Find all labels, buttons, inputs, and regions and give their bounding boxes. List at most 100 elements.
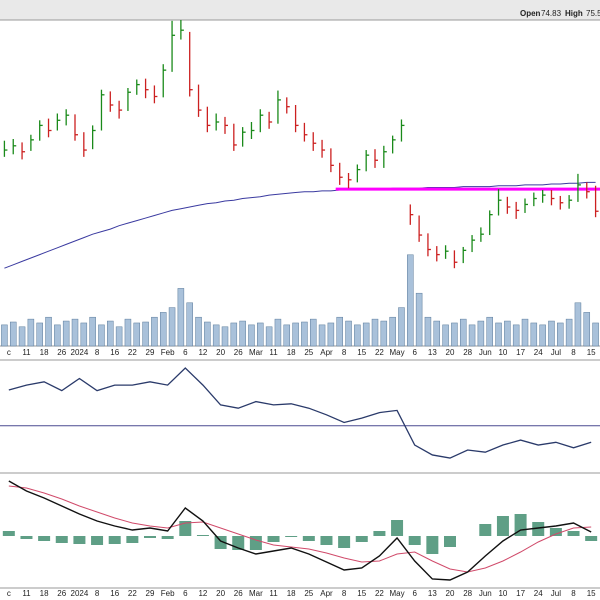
volume-bar bbox=[221, 326, 229, 347]
x-tick-label: 11 bbox=[269, 348, 278, 357]
volume-bar bbox=[354, 324, 361, 347]
volume-bar bbox=[557, 322, 564, 347]
volume-bar bbox=[512, 324, 520, 347]
volume-bar bbox=[142, 321, 149, 347]
x-tick-label: 26 bbox=[57, 589, 66, 598]
x-tick-label: 24 bbox=[534, 348, 543, 357]
volume-bar bbox=[168, 307, 176, 347]
volume-bar bbox=[292, 322, 299, 347]
volume-bar bbox=[583, 312, 591, 347]
x-tick-label: 6 bbox=[183, 589, 188, 598]
header-bar bbox=[0, 0, 600, 20]
x-tick-label: 8 bbox=[342, 348, 347, 357]
x-tick-label: 12 bbox=[198, 348, 207, 357]
x-tick-label: Apr bbox=[320, 348, 333, 357]
volume-bar bbox=[89, 316, 96, 347]
macd-histogram bbox=[391, 520, 404, 536]
x-tick-label: 22 bbox=[375, 348, 384, 357]
x-tick-label: 15 bbox=[357, 589, 366, 598]
volume-bar bbox=[530, 322, 538, 347]
volume-bar bbox=[592, 322, 599, 347]
x-tick-label: 22 bbox=[375, 589, 384, 598]
x-tick-label: 8 bbox=[571, 348, 576, 357]
macd-line bbox=[8, 480, 592, 581]
volume-bar bbox=[265, 326, 273, 347]
x-tick-label: 6 bbox=[412, 589, 417, 598]
volume-bar bbox=[442, 324, 449, 347]
quote-label: Open bbox=[520, 9, 541, 18]
macd-histogram bbox=[126, 536, 139, 543]
volume-bar bbox=[257, 322, 264, 347]
x-tick-label: 18 bbox=[287, 348, 296, 357]
x-tick-label: 22 bbox=[128, 348, 137, 357]
volume-bar bbox=[318, 324, 326, 347]
macd-histogram bbox=[196, 535, 209, 536]
volume-bar bbox=[239, 320, 246, 347]
x-tick-label: 29 bbox=[146, 348, 155, 357]
volume-bar bbox=[133, 322, 141, 347]
macd-histogram bbox=[444, 536, 456, 547]
macd-histogram bbox=[585, 536, 598, 541]
x-tick-label: c bbox=[7, 589, 11, 598]
x-tick-label: 24 bbox=[534, 589, 543, 598]
rsi-line bbox=[8, 367, 592, 459]
macd-histogram bbox=[302, 536, 315, 541]
volume-bar bbox=[309, 318, 317, 347]
volume-bar bbox=[521, 318, 529, 347]
volume-bar bbox=[107, 320, 114, 347]
volume-bar bbox=[124, 318, 132, 347]
x-tick-label: 20 bbox=[216, 589, 225, 598]
macd-histogram bbox=[285, 536, 298, 537]
volume-bar bbox=[248, 324, 255, 347]
x-tick-label: c bbox=[7, 348, 11, 357]
volume-bar bbox=[407, 254, 414, 347]
x-tick-label: 10 bbox=[498, 589, 507, 598]
volume-bar bbox=[177, 288, 185, 347]
volume-bar bbox=[36, 322, 43, 347]
macd-histogram bbox=[144, 536, 156, 538]
volume-bar bbox=[459, 318, 467, 347]
volume-bar bbox=[212, 324, 220, 347]
x-tick-label: Jun bbox=[479, 348, 492, 357]
volume-bar bbox=[574, 302, 582, 347]
volume-bar bbox=[9, 321, 17, 347]
x-tick-label: 25 bbox=[304, 348, 313, 357]
macd-histogram bbox=[496, 516, 509, 536]
macd-histogram bbox=[426, 536, 439, 554]
plot-area bbox=[0, 20, 600, 600]
macd-histogram bbox=[320, 536, 333, 545]
volume-bar bbox=[71, 318, 79, 347]
macd-histogram bbox=[108, 536, 121, 544]
volume-bar bbox=[327, 322, 335, 347]
volume-bar bbox=[283, 324, 291, 347]
volume-bar bbox=[362, 322, 370, 347]
x-tick-label: Apr bbox=[320, 589, 333, 598]
macd-histogram bbox=[179, 521, 192, 536]
x-tick-label: 20 bbox=[216, 348, 225, 357]
volume-bar bbox=[539, 324, 546, 347]
quote-value: 75.54 bbox=[586, 9, 600, 18]
macd-histogram bbox=[38, 536, 51, 541]
volume-bar bbox=[151, 316, 158, 347]
macd-histogram bbox=[73, 536, 86, 544]
volume-bar bbox=[98, 324, 105, 347]
x-tick-label: 26 bbox=[234, 348, 243, 357]
x-tick-label: 22 bbox=[128, 589, 137, 598]
macd-histogram bbox=[267, 536, 280, 542]
x-tick-label: 28 bbox=[463, 589, 472, 598]
macd-histogram bbox=[567, 531, 580, 536]
volume-bar bbox=[486, 316, 493, 347]
volume-bar bbox=[389, 316, 396, 347]
x-tick-label: 8 bbox=[95, 589, 100, 598]
volume-bar bbox=[451, 322, 458, 347]
volume-bar bbox=[274, 318, 282, 347]
volume-bar bbox=[115, 326, 123, 347]
x-tick-label: 15 bbox=[587, 348, 596, 357]
volume-bar bbox=[398, 307, 405, 347]
volume-bar bbox=[495, 322, 502, 347]
volume-bar bbox=[80, 322, 88, 347]
x-tick-label: 2024 bbox=[71, 348, 89, 357]
x-tick-label: Mar bbox=[249, 348, 263, 357]
x-tick-label: May bbox=[389, 348, 404, 357]
volume-bar bbox=[1, 324, 8, 347]
